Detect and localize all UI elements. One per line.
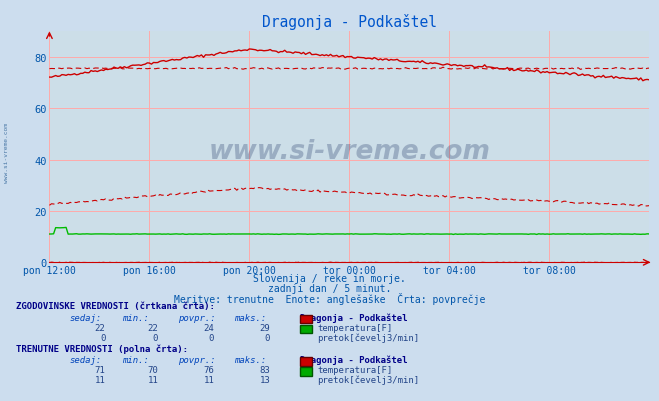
Text: povpr.:: povpr.:: [178, 355, 215, 364]
Text: ZGODOVINSKE VREDNOSTI (črtkana črta):: ZGODOVINSKE VREDNOSTI (črtkana črta):: [16, 302, 215, 310]
Text: 13: 13: [260, 375, 270, 384]
Text: temperatura[F]: temperatura[F]: [317, 323, 392, 332]
Text: 29: 29: [260, 323, 270, 332]
Text: 0: 0: [265, 333, 270, 342]
Text: povpr.:: povpr.:: [178, 313, 215, 322]
Text: 71: 71: [95, 365, 105, 374]
Text: sedaj:: sedaj:: [69, 355, 101, 364]
Title: Dragonja - Podkaštel: Dragonja - Podkaštel: [262, 14, 437, 30]
Text: 0: 0: [153, 333, 158, 342]
Text: www.si-vreme.com: www.si-vreme.com: [4, 122, 9, 182]
Text: 70: 70: [148, 365, 158, 374]
Text: 11: 11: [95, 375, 105, 384]
Text: 22: 22: [95, 323, 105, 332]
Text: 11: 11: [204, 375, 214, 384]
Text: maks.:: maks.:: [234, 313, 266, 322]
Text: 24: 24: [204, 323, 214, 332]
Text: 76: 76: [204, 365, 214, 374]
Text: Meritve: trenutne  Enote: anglešaške  Črta: povprečje: Meritve: trenutne Enote: anglešaške Črta…: [174, 293, 485, 305]
Text: pretok[čevelj3/min]: pretok[čevelj3/min]: [317, 333, 419, 342]
Text: temperatura[F]: temperatura[F]: [317, 365, 392, 374]
Text: Slovenija / reke in morje.: Slovenija / reke in morje.: [253, 273, 406, 284]
Text: 11: 11: [148, 375, 158, 384]
Text: min.:: min.:: [122, 355, 149, 364]
Text: Dragonja - Podkaštel: Dragonja - Podkaštel: [300, 355, 407, 365]
Text: 0: 0: [209, 333, 214, 342]
Text: sedaj:: sedaj:: [69, 313, 101, 322]
Text: 83: 83: [260, 365, 270, 374]
Text: maks.:: maks.:: [234, 355, 266, 364]
Text: 22: 22: [148, 323, 158, 332]
Text: Dragonja - Podkaštel: Dragonja - Podkaštel: [300, 313, 407, 322]
Text: www.si-vreme.com: www.si-vreme.com: [208, 139, 490, 165]
Text: pretok[čevelj3/min]: pretok[čevelj3/min]: [317, 375, 419, 385]
Text: min.:: min.:: [122, 313, 149, 322]
Text: 0: 0: [100, 333, 105, 342]
Text: TRENUTNE VREDNOSTI (polna črta):: TRENUTNE VREDNOSTI (polna črta):: [16, 344, 188, 353]
Text: zadnji dan / 5 minut.: zadnji dan / 5 minut.: [268, 283, 391, 293]
